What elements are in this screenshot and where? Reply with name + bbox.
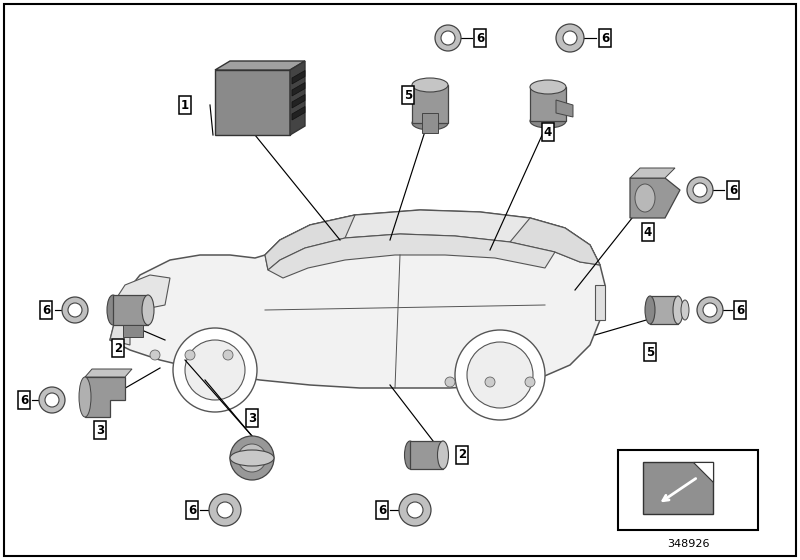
Circle shape — [68, 303, 82, 317]
Text: 6: 6 — [476, 31, 484, 44]
Circle shape — [687, 177, 713, 203]
Text: 6: 6 — [736, 304, 744, 316]
Circle shape — [230, 436, 274, 480]
Circle shape — [693, 183, 707, 197]
Text: 5: 5 — [404, 88, 412, 101]
Circle shape — [62, 297, 88, 323]
Polygon shape — [422, 113, 438, 133]
Polygon shape — [643, 462, 713, 514]
Polygon shape — [693, 462, 713, 482]
Text: 3: 3 — [248, 412, 256, 424]
Polygon shape — [123, 325, 143, 337]
Text: 6: 6 — [601, 31, 609, 44]
Text: 6: 6 — [188, 503, 196, 516]
Text: 5: 5 — [646, 346, 654, 358]
Polygon shape — [510, 218, 600, 265]
Circle shape — [525, 377, 535, 387]
Ellipse shape — [230, 450, 274, 466]
Text: 1: 1 — [181, 99, 189, 111]
Polygon shape — [110, 210, 605, 388]
Polygon shape — [556, 100, 573, 117]
Polygon shape — [268, 234, 555, 278]
Polygon shape — [85, 377, 125, 417]
Circle shape — [185, 340, 245, 400]
Ellipse shape — [530, 80, 566, 94]
Ellipse shape — [530, 114, 566, 128]
Ellipse shape — [645, 296, 655, 324]
Text: 2: 2 — [458, 449, 466, 461]
Circle shape — [223, 350, 233, 360]
Polygon shape — [292, 95, 305, 108]
Text: 3: 3 — [96, 423, 104, 436]
Circle shape — [39, 387, 65, 413]
Polygon shape — [265, 210, 600, 270]
Text: 2: 2 — [114, 342, 122, 354]
Circle shape — [399, 494, 431, 526]
Ellipse shape — [635, 184, 655, 212]
Circle shape — [445, 377, 455, 387]
Text: 6: 6 — [20, 394, 28, 407]
Text: 6: 6 — [729, 184, 737, 197]
Circle shape — [407, 502, 423, 518]
Polygon shape — [630, 168, 675, 178]
Circle shape — [485, 377, 495, 387]
Bar — [618, 450, 758, 530]
Circle shape — [455, 330, 545, 420]
Ellipse shape — [79, 377, 91, 417]
Polygon shape — [530, 87, 566, 121]
Ellipse shape — [405, 441, 415, 469]
Polygon shape — [265, 215, 355, 270]
Polygon shape — [595, 285, 605, 320]
Polygon shape — [215, 61, 305, 70]
Polygon shape — [292, 82, 305, 96]
Circle shape — [45, 393, 59, 407]
Polygon shape — [412, 85, 448, 123]
Ellipse shape — [142, 295, 154, 325]
Polygon shape — [410, 441, 443, 469]
Circle shape — [441, 31, 455, 45]
Text: 348926: 348926 — [666, 539, 710, 549]
Circle shape — [185, 350, 195, 360]
Ellipse shape — [412, 116, 448, 130]
Polygon shape — [113, 295, 148, 325]
Text: 6: 6 — [42, 304, 50, 316]
Circle shape — [563, 31, 577, 45]
Ellipse shape — [438, 441, 449, 469]
Circle shape — [209, 494, 241, 526]
Polygon shape — [112, 275, 170, 310]
Text: 4: 4 — [644, 226, 652, 239]
Polygon shape — [630, 178, 680, 218]
Ellipse shape — [412, 78, 448, 92]
Circle shape — [173, 328, 257, 412]
Circle shape — [150, 350, 160, 360]
Circle shape — [697, 297, 723, 323]
Polygon shape — [110, 298, 130, 345]
Circle shape — [435, 25, 461, 51]
Circle shape — [467, 342, 533, 408]
Circle shape — [556, 24, 584, 52]
Polygon shape — [650, 296, 678, 324]
Circle shape — [238, 444, 266, 472]
Ellipse shape — [681, 300, 689, 320]
Ellipse shape — [107, 295, 119, 325]
Polygon shape — [85, 369, 132, 377]
Polygon shape — [292, 106, 305, 120]
Text: 6: 6 — [378, 503, 386, 516]
Circle shape — [703, 303, 717, 317]
Ellipse shape — [673, 296, 683, 324]
Polygon shape — [292, 71, 305, 84]
Circle shape — [217, 502, 233, 518]
Polygon shape — [215, 70, 290, 135]
Text: 4: 4 — [544, 125, 552, 138]
Polygon shape — [290, 61, 305, 135]
